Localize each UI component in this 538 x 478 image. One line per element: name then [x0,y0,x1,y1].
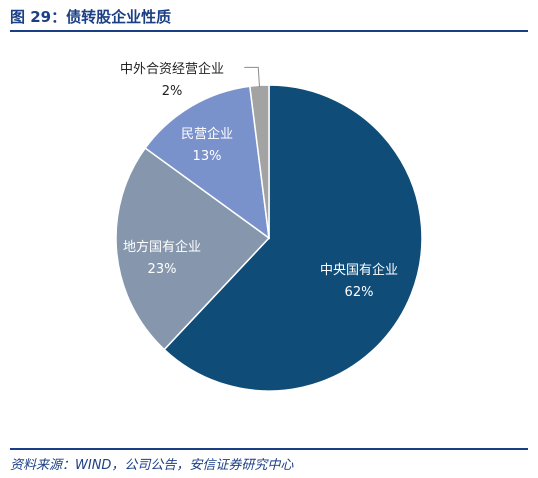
source-note: 资料来源：WIND，公司公告，安信证券研究中心 [10,458,294,473]
pie-chart: 中央国有企业 62% 地方国有企业 23% 民营企业 13% 中外合资经营企业 2% [0,36,538,436]
slice-value-central-soe: 62% [345,285,374,300]
slice-value-private: 13% [193,149,222,164]
header-divider [10,30,528,32]
pie-slice-local-soe [115,147,271,351]
leader-line-jv [244,66,261,88]
figure-title: 图 29：债转股企业性质 [10,8,172,26]
pie-slice-central-soe [163,84,423,392]
slice-value-jv: 2% [162,84,183,99]
slice-label-local-soe: 地方国有企业 [123,239,201,255]
pie-slice-private [144,85,270,240]
slice-label-private: 民营企业 [181,126,233,142]
slice-value-local-soe: 23% [148,262,177,277]
slice-label-jv: 中外合资经营企业 [120,61,224,77]
slice-label-central-soe: 中央国有企业 [320,262,398,278]
figure-header: 图 29：债转股企业性质 [10,4,528,32]
figure-footer: 资料来源：WIND，公司公告，安信证券研究中心 [10,448,528,474]
footer-divider [10,448,528,450]
pie-chart-svg: 中央国有企业 62% 地方国有企业 23% 民营企业 13% 中外合资经营企业 2% [115,61,423,392]
